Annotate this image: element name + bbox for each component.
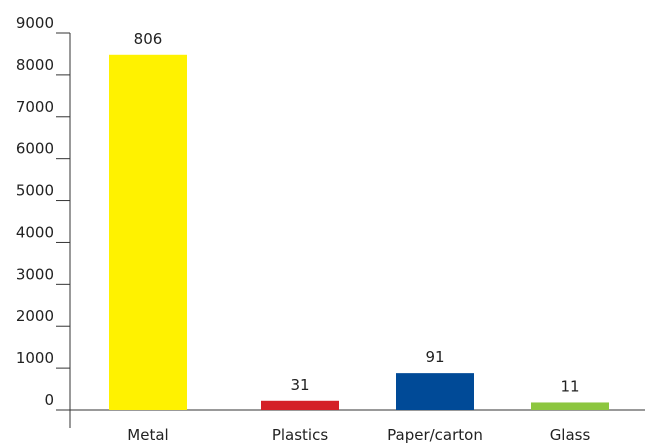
y-axis: 0 1000 2000 3000 4000 5000 6000 7000 8000 9000 <box>16 14 71 428</box>
category-label: Plastics <box>272 426 329 444</box>
data-labels: 806 31 91 11 <box>134 30 580 396</box>
data-label: 31 <box>290 376 309 394</box>
y-tick-label: 1000 <box>16 349 54 367</box>
category-label: Paper/carton <box>387 426 483 444</box>
bar-paper-carton <box>396 373 474 410</box>
y-tick-label: 9000 <box>16 14 54 32</box>
bar-metal <box>109 54 187 410</box>
y-tick-label: 5000 <box>16 182 54 200</box>
y-tick-label: 0 <box>44 391 54 409</box>
data-label: 11 <box>560 377 579 395</box>
category-label: Metal <box>127 426 168 444</box>
y-tick-label: 2000 <box>16 307 54 325</box>
x-axis: Metal Plastics Paper/carton Glass <box>70 409 645 444</box>
data-label: 91 <box>425 348 444 366</box>
bar-plastics <box>261 400 339 410</box>
y-tick-label: 8000 <box>16 56 54 74</box>
y-tick-label: 7000 <box>16 98 54 116</box>
category-label: Glass <box>550 426 591 444</box>
bar-glass <box>531 402 609 410</box>
y-tick-label: 6000 <box>16 140 54 158</box>
data-label: 806 <box>134 30 163 48</box>
bars <box>109 54 609 410</box>
y-tick-label: 3000 <box>16 265 54 283</box>
y-tick-label: 4000 <box>16 223 54 241</box>
